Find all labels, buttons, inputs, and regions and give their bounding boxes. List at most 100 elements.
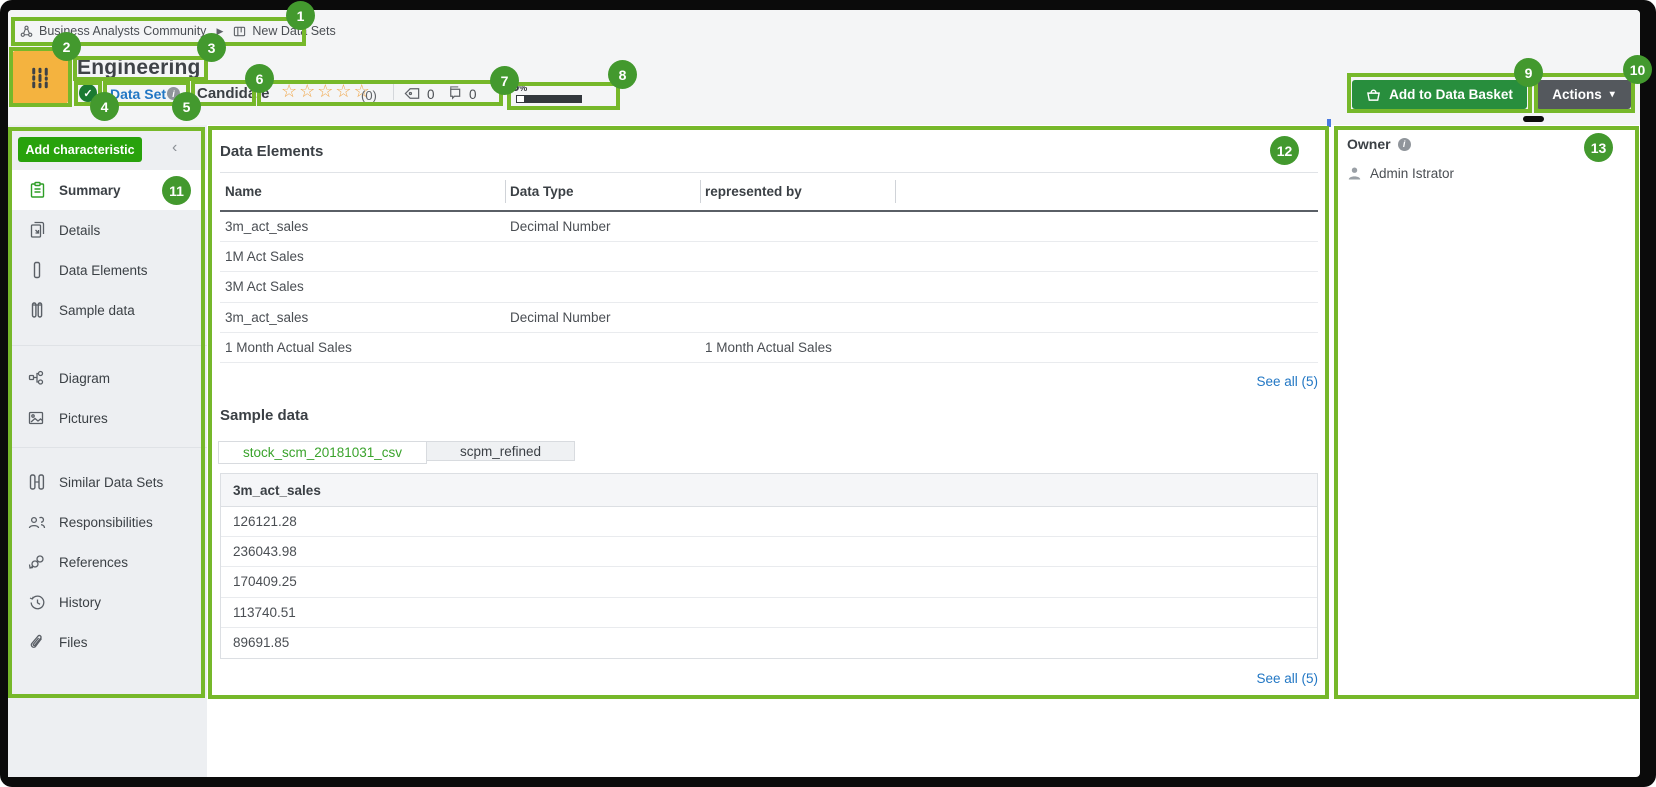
dataset-tile-icon xyxy=(12,51,68,104)
documents-icon xyxy=(28,221,46,239)
table-row[interactable]: 3M Act Sales xyxy=(220,272,1318,303)
sidebar xyxy=(8,125,207,777)
annotation-circle-5: 5 xyxy=(172,92,201,121)
tag-icon[interactable] xyxy=(404,87,421,100)
breadcrumb-separator-icon: ▶ xyxy=(216,25,224,36)
see-all-sample-data-link[interactable]: See all (5) xyxy=(1256,671,1318,686)
sidebar-item-diagram[interactable]: Diagram xyxy=(8,358,207,398)
star-icon[interactable]: ☆ xyxy=(353,81,372,101)
picture-icon xyxy=(28,410,46,426)
scroll-tick xyxy=(1327,119,1331,127)
sidebar-item-files[interactable]: Files xyxy=(8,622,207,662)
sidebar-item-history[interactable]: History xyxy=(8,582,207,622)
table-row[interactable]: 3m_act_sales Decimal Number xyxy=(220,303,1318,333)
divider xyxy=(393,84,394,100)
paperclip-icon xyxy=(28,634,46,651)
similar-columns-icon xyxy=(28,473,46,491)
board-icon xyxy=(233,25,246,38)
data-elements-table: Name Data Type represented by 3m_act_sal… xyxy=(220,172,1318,363)
breadcrumb-community[interactable]: Business Analysts Community xyxy=(39,24,207,38)
comments-icon[interactable] xyxy=(446,85,463,100)
collapse-sidebar-icon[interactable]: ‹ xyxy=(172,139,178,156)
table-row[interactable]: 1M Act Sales xyxy=(220,242,1318,273)
add-characteristic-button[interactable]: Add characteristic xyxy=(18,137,142,162)
tab-stock-scm-csv[interactable]: stock_scm_20181031_csv xyxy=(218,441,427,464)
basket-icon xyxy=(1366,88,1381,102)
star-icon[interactable]: ☆ xyxy=(317,81,336,101)
app-window xyxy=(8,10,1640,777)
sidebar-item-responsibilities[interactable]: Responsibilities xyxy=(8,502,207,542)
add-to-data-basket-button[interactable]: Add to Data Basket xyxy=(1352,80,1527,109)
info-icon[interactable]: i xyxy=(1397,137,1411,151)
sample-value-row: 236043.98 xyxy=(221,537,1317,568)
breadcrumb-page[interactable]: New Data Sets xyxy=(252,24,336,38)
sample-value-row: 170409.25 xyxy=(221,567,1317,598)
annotation-circle-2: 2 xyxy=(52,32,81,61)
sidebar-item-data-elements[interactable]: Data Elements xyxy=(8,250,207,290)
column-header-name[interactable]: Name xyxy=(225,184,262,199)
star-icon[interactable]: ☆ xyxy=(299,81,318,101)
sidebar-divider xyxy=(8,447,207,448)
actions-button[interactable]: Actions ▾ xyxy=(1536,80,1631,109)
people-icon xyxy=(28,515,46,530)
star-icon[interactable]: ☆ xyxy=(335,81,354,101)
comment-count: 0 xyxy=(469,87,477,102)
asset-type-link[interactable]: Data Set xyxy=(110,86,167,102)
tab-scpm-refined[interactable]: scpm_refined xyxy=(427,441,575,461)
sample-value-row: 113740.51 xyxy=(221,598,1317,628)
table-row[interactable]: 3m_act_sales Decimal Number xyxy=(220,212,1318,243)
see-all-data-elements-link[interactable]: See all (5) xyxy=(1256,374,1318,389)
tag-count: 0 xyxy=(427,87,435,102)
sidebar-item-details[interactable]: Details xyxy=(8,210,207,250)
page-title: Engineering xyxy=(77,56,201,79)
annotation-circle-9: 9 xyxy=(1514,58,1543,87)
sidebar-item-sample-data[interactable]: Sample data xyxy=(8,290,207,330)
sidebar-item-pictures[interactable]: Pictures xyxy=(8,398,207,438)
column-header-data-type[interactable]: Data Type xyxy=(505,173,700,210)
sample-data-title: Sample data xyxy=(220,407,309,424)
column-header-empty xyxy=(895,173,1318,210)
sample-column-header: 3m_act_sales xyxy=(221,474,1317,507)
table-row[interactable]: 1 Month Actual Sales 1 Month Actual Sale… xyxy=(220,333,1318,363)
annotation-circle-7: 7 xyxy=(490,66,519,95)
annotation-circle-1: 1 xyxy=(286,1,315,30)
progress-bar xyxy=(516,95,582,103)
table-header-row: Name Data Type represented by xyxy=(220,172,1318,212)
caret-down-icon: ▾ xyxy=(1609,89,1615,100)
annotation-circle-13: 13 xyxy=(1584,133,1613,162)
owner-user[interactable]: Admin Istrator xyxy=(1347,166,1454,181)
data-elements-title: Data Elements xyxy=(220,143,324,160)
owner-name: Admin Istrator xyxy=(1370,166,1455,181)
progress-fill xyxy=(517,96,524,102)
annotation-circle-10: 10 xyxy=(1623,55,1652,84)
sample-columns-icon xyxy=(28,301,46,319)
annotation-circle-3: 3 xyxy=(197,33,226,62)
community-icon xyxy=(20,25,33,38)
sample-value-row: 126121.28 xyxy=(221,507,1317,538)
mini-scrollbar xyxy=(1523,116,1544,122)
sidebar-item-similar-data-sets[interactable]: Similar Data Sets xyxy=(8,462,207,502)
sample-data-table: 3m_act_sales 126121.28 236043.98 170409.… xyxy=(220,473,1318,659)
annotation-circle-4: 4 xyxy=(90,92,119,121)
annotation-circle-8: 8 xyxy=(608,60,637,89)
diagram-icon xyxy=(28,370,46,386)
sidebar-divider xyxy=(8,345,207,346)
breadcrumb: Business Analysts Community ▶ New Data S… xyxy=(20,22,336,40)
rating-count: (0) xyxy=(361,88,377,103)
sample-data-tabs: stock_scm_20181031_csv scpm_refined xyxy=(218,441,575,464)
annotation-circle-11: 11 xyxy=(162,176,191,205)
owner-section-title: Owner i xyxy=(1347,136,1411,152)
column-icon xyxy=(28,261,46,279)
rating-stars[interactable]: ☆☆☆☆☆ xyxy=(281,82,372,100)
history-icon xyxy=(28,594,46,611)
sample-value-row: 89691.85 xyxy=(233,635,290,651)
sidebar-nav: Summary Details Data Elements xyxy=(8,170,207,662)
clipboard-icon xyxy=(28,181,46,199)
star-icon[interactable]: ☆ xyxy=(281,81,300,101)
column-header-represented-by[interactable]: represented by xyxy=(700,173,895,210)
person-icon xyxy=(1347,166,1362,181)
annotation-circle-12: 12 xyxy=(1270,136,1299,165)
sidebar-item-references[interactable]: References xyxy=(8,542,207,582)
annotation-circle-6: 6 xyxy=(245,64,274,93)
